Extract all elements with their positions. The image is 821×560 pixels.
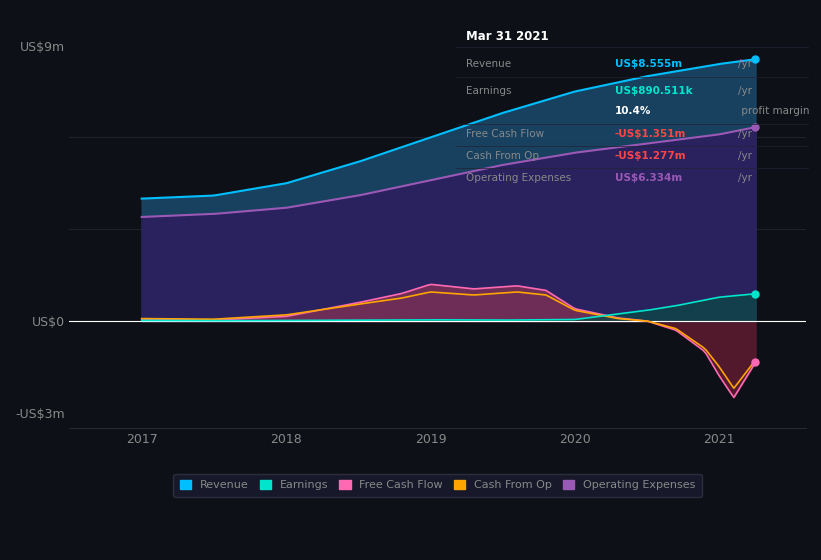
Legend: Revenue, Earnings, Free Cash Flow, Cash From Op, Operating Expenses: Revenue, Earnings, Free Cash Flow, Cash …: [173, 474, 702, 497]
Text: 10.4%: 10.4%: [615, 106, 651, 116]
Text: Mar 31 2021: Mar 31 2021: [466, 30, 549, 44]
Text: profit margin: profit margin: [738, 106, 810, 116]
Text: /yr: /yr: [738, 173, 752, 183]
Text: Free Cash Flow: Free Cash Flow: [466, 129, 544, 139]
Text: Cash From Op: Cash From Op: [466, 151, 539, 161]
Text: US$6.334m: US$6.334m: [615, 173, 681, 183]
Text: Operating Expenses: Operating Expenses: [466, 173, 571, 183]
Text: /yr: /yr: [738, 129, 752, 139]
Text: -US$1.277m: -US$1.277m: [615, 151, 686, 161]
Text: Revenue: Revenue: [466, 59, 511, 69]
Text: US$890.511k: US$890.511k: [615, 86, 692, 96]
Text: /yr: /yr: [738, 86, 752, 96]
Text: Earnings: Earnings: [466, 86, 511, 96]
Text: /yr: /yr: [738, 151, 752, 161]
Text: US$8.555m: US$8.555m: [615, 59, 681, 69]
Text: /yr: /yr: [738, 59, 752, 69]
Text: -US$1.351m: -US$1.351m: [615, 129, 686, 139]
